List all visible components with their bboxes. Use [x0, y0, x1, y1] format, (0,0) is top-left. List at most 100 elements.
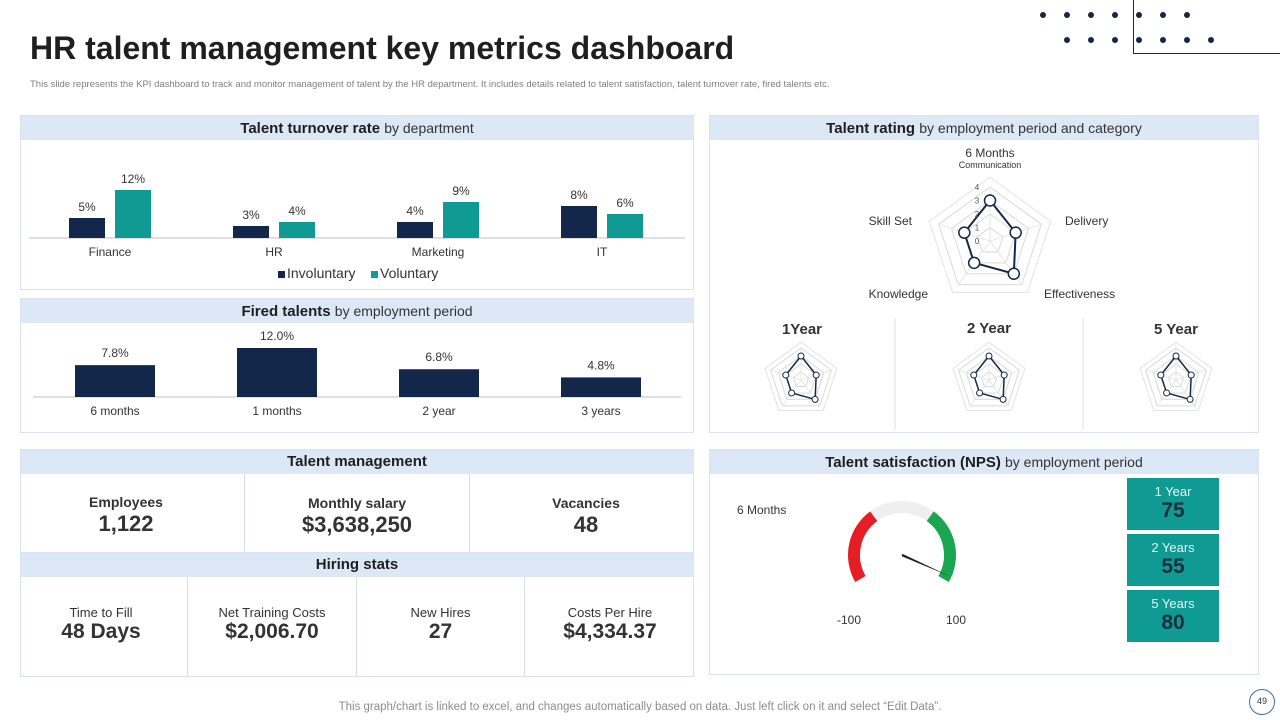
- turnover-title-suffix: by department: [384, 120, 474, 136]
- radar-main-grid: [938, 186, 1042, 286]
- gauge-period-label: 6 Months: [737, 503, 786, 517]
- gauge-segment-gray: [870, 501, 934, 522]
- radar-small-3-point: [1172, 352, 1180, 360]
- bar: [237, 348, 317, 397]
- page-subtitle: This slide represents the KPI dashboard …: [30, 79, 830, 90]
- radar-axis-label: Effectiveness: [1044, 287, 1115, 301]
- radar-small-2-point: [985, 352, 993, 360]
- turnover-header: Talent turnover rate by department: [21, 116, 693, 140]
- time-to-fill-value: 48 Days: [61, 620, 141, 643]
- net-training-costs-value: $2,006.70: [225, 620, 319, 643]
- tick-label: 2 year: [422, 404, 455, 418]
- monthly-salary-value: $3,638,250: [301, 512, 413, 537]
- radar-main-grid: [976, 226, 1004, 253]
- costs-per-hire-label: Costs Per Hire: [567, 605, 653, 620]
- radar-small-1-grid: [792, 371, 810, 387]
- radar-small-3-point: [1163, 389, 1171, 397]
- legend-label: Voluntary: [380, 265, 438, 281]
- tick-label: 3 years: [581, 404, 620, 418]
- bar: [561, 377, 641, 397]
- rating-panel: Talent rating by employment period and c…: [709, 115, 1259, 433]
- radar-small-title: 2 Year: [967, 320, 1011, 337]
- radar-small-2-point: [970, 371, 978, 379]
- radar-small-1-grid: [769, 347, 833, 407]
- radar-main-point: [958, 226, 971, 239]
- radar-axis-label: Communication: [959, 160, 1022, 170]
- data-label: 4%: [406, 204, 424, 218]
- rating-title-suffix: by employment period and category: [919, 120, 1142, 136]
- gauge-min-label: -100: [837, 613, 861, 627]
- radar-main-series: [963, 198, 1017, 276]
- legend-label: Involuntary: [287, 265, 355, 281]
- radar-tick: 3: [975, 197, 980, 206]
- radar-small-1-grid: [777, 355, 825, 400]
- radar-small-3-grid: [1167, 371, 1185, 387]
- radar-small-3-grid: [1144, 347, 1208, 407]
- data-label: 3%: [242, 208, 260, 222]
- time-to-fill-label: Time to Fill: [69, 605, 133, 620]
- data-label: 12%: [121, 172, 145, 186]
- nps-box-2-years: 2 Years 55: [1127, 534, 1219, 586]
- nps-box-value: 80: [1161, 611, 1185, 634]
- costs-per-hire-value: $4,334.37: [563, 620, 657, 643]
- radar-small-1-point: [797, 352, 805, 360]
- data-label: 12.0%: [260, 329, 294, 343]
- nps-gauge: 6 Months -100 100: [737, 501, 966, 627]
- talent-management-header: Talent management: [21, 450, 693, 474]
- bar-voluntary: [115, 190, 151, 238]
- nps-box-5-years: 5 Years 80: [1127, 590, 1219, 642]
- fired-title-suffix: by employment period: [334, 303, 473, 319]
- bar-involuntary: [397, 222, 433, 238]
- radar-main-point: [1007, 267, 1021, 281]
- bar-voluntary: [443, 202, 479, 238]
- data-label: 4%: [288, 204, 306, 218]
- nps-box-label: 1 Year: [1154, 484, 1192, 499]
- turnover-panel: Talent turnover rate by department 5% 12%…: [20, 115, 694, 290]
- bar: [75, 365, 155, 397]
- radar-small-3-point: [1157, 371, 1165, 379]
- fired-chart: 7.8% 6 months 12.0% 1 months 6.8% 2 year 4.8% 3…: [33, 329, 681, 418]
- radar-small-title: 1Year: [782, 321, 822, 338]
- bar: [399, 369, 479, 397]
- monthly-salary-label: Monthly salary: [307, 495, 407, 511]
- divider: [244, 474, 245, 554]
- bar-voluntary: [279, 222, 315, 238]
- vacancies-label: Vacancies: [552, 495, 620, 511]
- nps-title-suffix: by employment period: [1005, 454, 1143, 470]
- data-label: 9%: [452, 184, 470, 198]
- decorative-dots: [1040, 12, 1230, 52]
- radar-small-2-grid: [957, 347, 1021, 407]
- radar-small-2-point: [976, 389, 984, 397]
- radar-small-1-point: [788, 389, 796, 397]
- radar-main-point: [967, 256, 981, 270]
- radar-tick: 2: [975, 210, 980, 219]
- divider: [469, 474, 470, 554]
- data-label: 6.8%: [425, 350, 453, 364]
- data-label: 8%: [570, 188, 588, 202]
- tick-label: HR: [265, 245, 283, 259]
- nps-header: Talent satisfaction (NPS) by employment …: [710, 450, 1258, 474]
- radar-small-2-point: [999, 395, 1007, 403]
- data-label: 7.8%: [101, 346, 129, 360]
- divider: [356, 577, 357, 677]
- corner-line: [1133, 0, 1134, 54]
- nps-title: Talent satisfaction (NPS): [825, 454, 1001, 471]
- tick-label: 6 months: [90, 404, 139, 418]
- vacancies-value: 48: [573, 512, 599, 537]
- nps-box-label: 2 Years: [1151, 540, 1195, 555]
- radar-tick: 0: [975, 237, 980, 246]
- nps-box-label: 5 Years: [1151, 596, 1195, 611]
- divider: [524, 577, 525, 677]
- tick-label: 1 months: [252, 404, 301, 418]
- radar-main-grid: [950, 199, 1030, 275]
- radar-small-3-series: [1159, 354, 1192, 401]
- legend-swatch: [371, 271, 378, 278]
- hiring-stats-panel: Hiring stats Time to Fill 48 Days Net Tr…: [20, 552, 694, 677]
- radar-small-1-point: [782, 371, 790, 379]
- page-title: HR talent management key metrics dashboa…: [30, 30, 735, 66]
- radar-small-2-point: [1000, 371, 1008, 379]
- gauge-segment-green: [926, 511, 956, 582]
- radar-main-label: 6 Months: [965, 146, 1014, 160]
- radar-main-point: [983, 194, 997, 207]
- data-label: 4.8%: [587, 358, 615, 372]
